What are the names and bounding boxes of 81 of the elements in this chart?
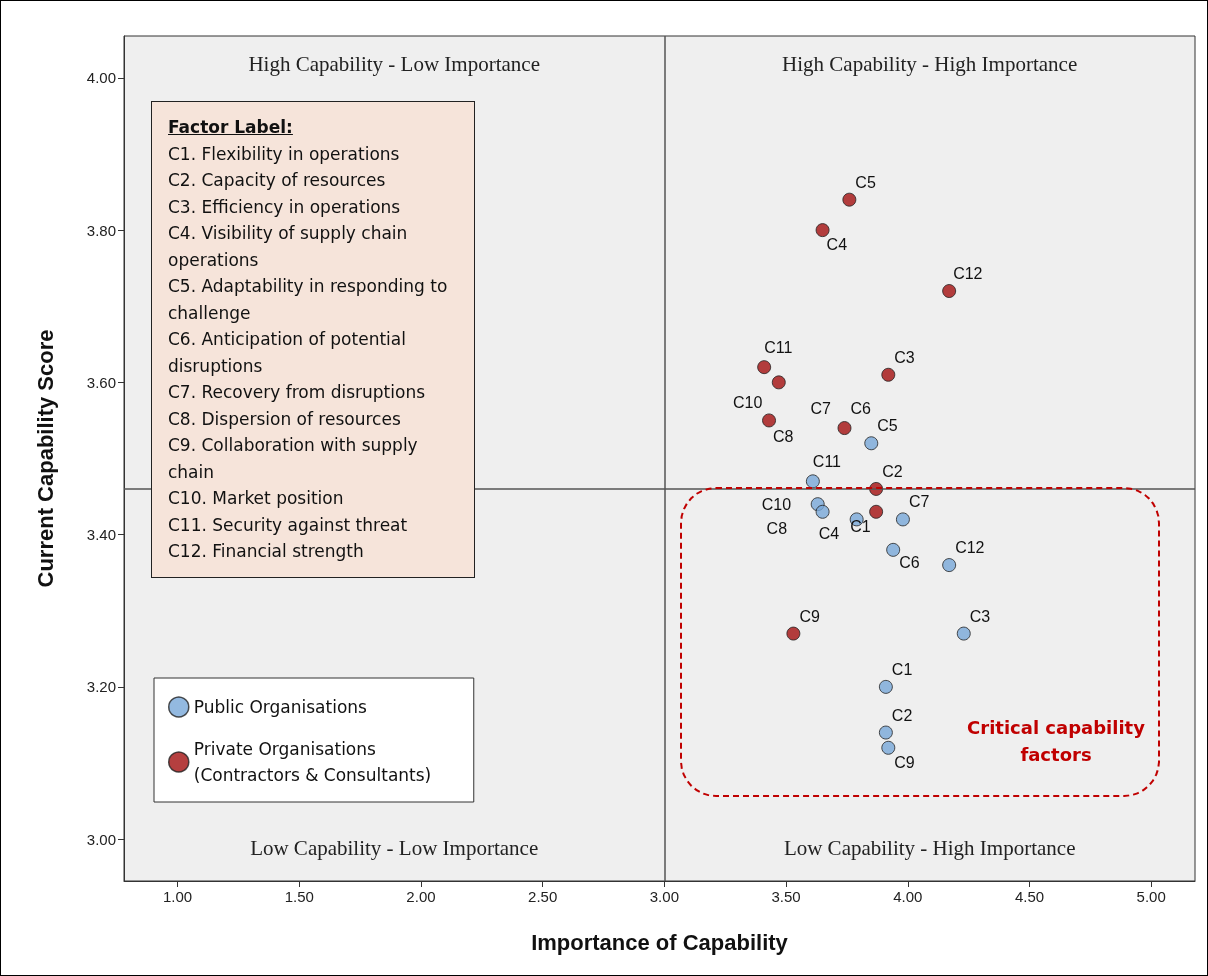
x-tick-label: 1.00 <box>162 888 193 905</box>
x-axis-title: Importance of Capability <box>531 929 789 955</box>
point <box>815 223 830 238</box>
annotation: C3 <box>969 607 991 626</box>
x-tick-label: 4.00 <box>893 888 923 905</box>
annotation: C11 <box>764 339 793 358</box>
legend-label: Public Organisations <box>193 697 368 717</box>
y-axis-title: Current Capability Score <box>32 329 58 588</box>
annotation: C6 <box>899 553 920 572</box>
annotation: C1. Flexibility in operations <box>168 142 401 166</box>
point <box>805 474 820 489</box>
point <box>881 367 896 382</box>
annotation: High Capability - High Importance <box>782 52 1078 77</box>
annotation: C10 <box>761 496 792 515</box>
x-tick-label: 1.50 <box>284 888 314 905</box>
annotation: High Capability - Low Importance <box>248 52 540 77</box>
annotation: C2 <box>882 462 903 481</box>
point <box>771 375 786 390</box>
annotation: Factor Label: <box>168 116 294 139</box>
annotation: C9. Collaboration with supply chain <box>168 434 419 484</box>
point <box>757 360 772 375</box>
annotation: C1 <box>850 517 871 536</box>
annotation: C12. Financial strength <box>168 540 365 563</box>
annotation: C3 <box>894 348 915 367</box>
y-tick-label: 3.40 <box>86 526 116 544</box>
annotation: C5. Adaptability in responding to challenge <box>168 275 449 325</box>
annotation: C10. Market position <box>168 487 345 510</box>
point <box>878 679 893 694</box>
annotation: C7. Recovery from disruptions <box>168 381 427 404</box>
point <box>886 542 901 557</box>
y-tick-label: 3.60 <box>86 373 116 391</box>
x-tick-label: 4.50 <box>1014 888 1045 905</box>
y-tick-label: 4.00 <box>86 69 116 87</box>
annotation: C9 <box>799 607 820 626</box>
annotation: C4 <box>826 236 848 255</box>
point <box>837 421 852 436</box>
point <box>895 512 910 527</box>
annotation: C8. Dispersion of resources <box>168 407 402 431</box>
annotation: Low Capability - Low Importance <box>250 836 539 861</box>
annotation: C12 <box>955 539 985 558</box>
annotation: C4 <box>818 525 840 544</box>
annotation: C2. Capacity of resources <box>168 169 387 192</box>
annotation: Low Capability - High Importance <box>783 836 1076 861</box>
annotation: C5 <box>855 173 876 192</box>
point <box>942 558 957 573</box>
point <box>881 740 896 755</box>
annotation: C5 <box>877 417 898 436</box>
annotation: C3. Efficiency in operations <box>168 195 402 219</box>
legend-label: Private Organisations (Contractors & Consultants) <box>193 739 432 785</box>
x-tick-label: 3.50 <box>771 888 801 905</box>
annotation: C6 <box>850 400 871 419</box>
y-tick-label: 3.00 <box>86 830 116 848</box>
y-tick-label: 3.80 <box>86 221 116 239</box>
point <box>815 504 830 519</box>
point <box>842 192 857 207</box>
point <box>762 413 777 428</box>
x-tick-label: 2.50 <box>528 888 558 905</box>
x-tick-label: 3.00 <box>649 888 679 905</box>
annotation: C4. Visibility of supply chain operations <box>168 222 409 272</box>
annotation: C11. Security against threat <box>168 513 409 537</box>
annotation: C10 <box>733 394 763 413</box>
annotation: C12 <box>953 265 983 284</box>
x-tick-label: 2.00 <box>406 888 436 905</box>
point <box>942 284 957 299</box>
annotation: C7 <box>810 400 831 419</box>
annotation: Critical capability factors <box>966 716 1146 767</box>
annotation: C11 <box>812 453 842 472</box>
annotation: C6. Anticipation of potential disruptions <box>168 328 407 378</box>
y-tick-label: 3.20 <box>86 678 116 696</box>
annotation: C1 <box>891 660 913 679</box>
point <box>869 504 884 519</box>
x-tick-label: 5.00 <box>1136 888 1166 905</box>
annotation: C8 <box>766 519 788 538</box>
point <box>786 626 801 641</box>
annotation: C9 <box>894 753 915 772</box>
annotation: C8 <box>773 428 794 447</box>
annotation: C2 <box>891 706 913 725</box>
point <box>956 626 971 641</box>
point <box>864 436 879 451</box>
point <box>878 725 893 740</box>
annotation: C7 <box>908 493 930 512</box>
